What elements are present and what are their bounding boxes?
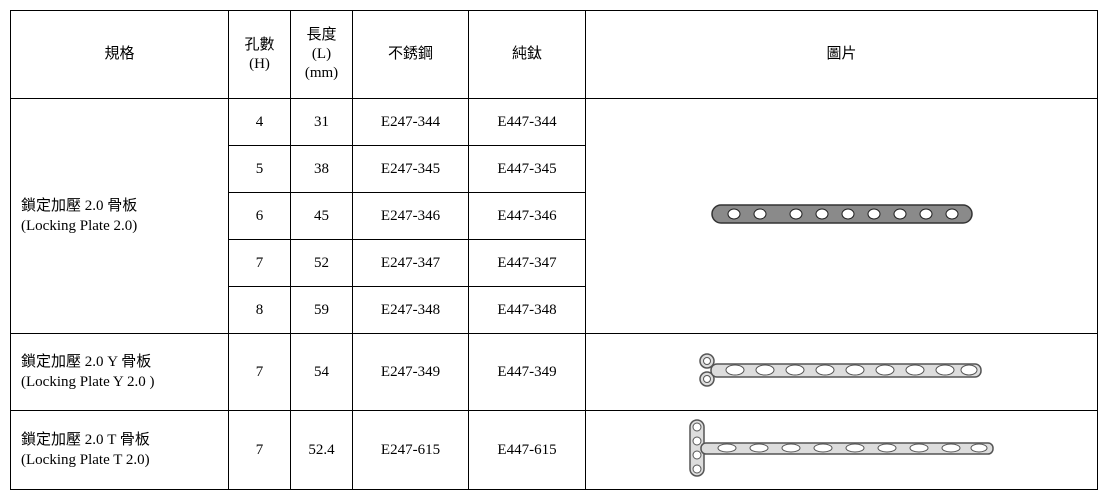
- header: 純鈦: [468, 10, 586, 99]
- cell: 7: [228, 333, 291, 411]
- header-text: 圖片: [826, 46, 857, 62]
- cell: E247-615: [352, 410, 469, 490]
- spec-cell: 鎖定加壓 2.0 T 骨板 (Locking Plate T 2.0): [10, 410, 229, 490]
- cell: E447-344: [468, 98, 586, 146]
- row: 6 45 E247-346 E447-346: [11, 192, 1098, 240]
- row: 鎖定加壓 2.0 骨板 (Locking Plate 2.0) 4 31 E247-34…: [10, 98, 1098, 334]
- spec-text: (Locking Plate 2.0): [21, 218, 138, 234]
- cell: E447-348: [468, 286, 586, 334]
- row: 鎖定加壓 2.0 Y 骨板 (Locking Plate Y 2.0 ) 7 54 E2…: [10, 333, 1098, 411]
- header-text: 不銹鋼: [387, 46, 433, 62]
- cell: 4: [228, 98, 291, 146]
- cell: 6: [228, 192, 291, 240]
- cell: E447-345: [468, 145, 586, 193]
- plate-image: [698, 352, 982, 387]
- row: 7 52 E247-347 E447-347: [11, 239, 1098, 287]
- spec-text: 鎖定加壓 2.0 T 骨板: [21, 432, 150, 448]
- spec-table: 規格 孔數 (H) 長度 (L) (mm) 不銹鋼 純鈦 圖片 鎖定加壓 2.0 骨板…: [10, 10, 1098, 490]
- header: 規格: [10, 10, 229, 99]
- cell: E447-346: [468, 192, 586, 240]
- header-row: 規格 孔數 (H) 長度 (L) (mm) 不銹鋼 純鈦 圖片: [10, 10, 1098, 99]
- row: 5 38 E247-345 E447-345: [11, 145, 1098, 193]
- image-cell: [585, 98, 1098, 334]
- cell: 52: [290, 239, 353, 287]
- cell: 7: [228, 410, 291, 490]
- spec-cell: 鎖定加壓 2.0 骨板 (Locking Plate 2.0): [10, 98, 229, 334]
- image-cell: [585, 333, 1098, 411]
- header: 不銹鋼: [352, 10, 469, 99]
- header-text: 純鈦: [511, 46, 542, 62]
- header-text: 孔數: [244, 36, 275, 53]
- cell: 54: [290, 333, 353, 411]
- plate-image: [710, 203, 973, 224]
- spec-cell: 鎖定加壓 2.0 Y 骨板 (Locking Plate Y 2.0 ): [10, 333, 229, 411]
- spec-text: (Locking Plate Y 2.0 ): [21, 374, 155, 390]
- header-text: 規格: [104, 46, 135, 62]
- spec-text: 鎖定加壓 2.0 Y 骨板: [21, 354, 152, 370]
- cell: E247-347: [352, 239, 469, 287]
- plate-image: [688, 418, 994, 477]
- spec-text: (Locking Plate T 2.0): [21, 452, 150, 468]
- cell: E247-345: [352, 145, 469, 193]
- header: 長度 (L) (mm): [290, 10, 353, 99]
- header-text: 長度: [306, 27, 337, 43]
- spec-text: 鎖定加壓 2.0 骨板: [21, 198, 138, 214]
- cell: E247-346: [352, 192, 469, 240]
- image-cell: [585, 410, 1098, 490]
- table-body: 鎖定加壓 2.0 骨板 (Locking Plate 2.0) 4 31 E247-34…: [10, 98, 1098, 490]
- cell: E247-348: [352, 286, 469, 334]
- cell: 38: [290, 145, 353, 193]
- cell: E447-615: [468, 410, 586, 490]
- header-text: (H): [249, 55, 270, 72]
- header-text: (mm): [304, 65, 339, 81]
- cell: E247-344: [352, 98, 469, 146]
- header-text: (L): [311, 46, 332, 62]
- cell: 7: [228, 239, 291, 287]
- row: 8 59 E247-348 E447-348: [11, 286, 1098, 334]
- cell: 8: [228, 286, 291, 334]
- cell: 52.4: [290, 410, 353, 490]
- cell: 59: [290, 286, 353, 334]
- header: 孔數 (H): [228, 10, 291, 99]
- cell: E247-349: [352, 333, 469, 411]
- cell: 31: [290, 98, 353, 146]
- row: 鎖定加壓 2.0 T 骨板 (Locking Plate T 2.0) 7 52.4 E…: [10, 410, 1098, 490]
- cell: E447-347: [468, 239, 586, 287]
- cell: 5: [228, 145, 291, 193]
- cell: 45: [290, 192, 353, 240]
- header: 圖片: [585, 10, 1098, 99]
- cell: E447-349: [468, 333, 586, 411]
